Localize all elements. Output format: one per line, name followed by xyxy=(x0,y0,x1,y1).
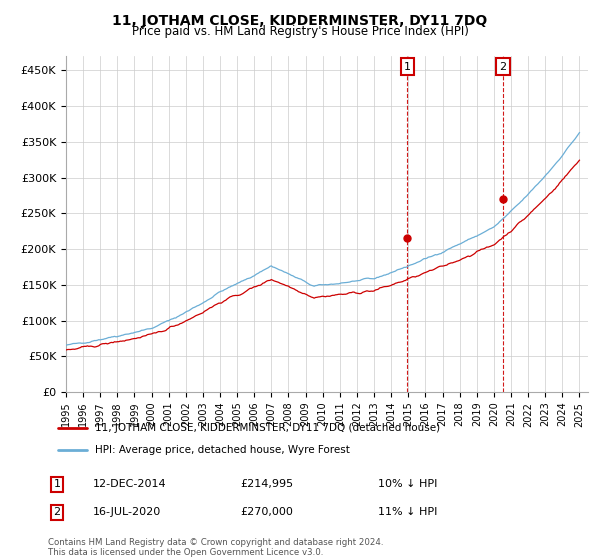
Text: HPI: Average price, detached house, Wyre Forest: HPI: Average price, detached house, Wyre… xyxy=(95,445,350,455)
Text: Price paid vs. HM Land Registry's House Price Index (HPI): Price paid vs. HM Land Registry's House … xyxy=(131,25,469,38)
Text: 11% ↓ HPI: 11% ↓ HPI xyxy=(378,507,437,517)
Text: 11, JOTHAM CLOSE, KIDDERMINSTER, DY11 7DQ (detached house): 11, JOTHAM CLOSE, KIDDERMINSTER, DY11 7D… xyxy=(95,423,440,433)
Text: 12-DEC-2014: 12-DEC-2014 xyxy=(93,479,167,489)
Text: 16-JUL-2020: 16-JUL-2020 xyxy=(93,507,161,517)
Text: 10% ↓ HPI: 10% ↓ HPI xyxy=(378,479,437,489)
Text: 2: 2 xyxy=(500,62,506,72)
Text: £270,000: £270,000 xyxy=(240,507,293,517)
Text: 2: 2 xyxy=(53,507,61,517)
Text: Contains HM Land Registry data © Crown copyright and database right 2024.
This d: Contains HM Land Registry data © Crown c… xyxy=(48,538,383,557)
Text: £214,995: £214,995 xyxy=(240,479,293,489)
Text: 1: 1 xyxy=(53,479,61,489)
Text: 1: 1 xyxy=(404,62,411,72)
Text: 11, JOTHAM CLOSE, KIDDERMINSTER, DY11 7DQ: 11, JOTHAM CLOSE, KIDDERMINSTER, DY11 7D… xyxy=(112,14,488,28)
